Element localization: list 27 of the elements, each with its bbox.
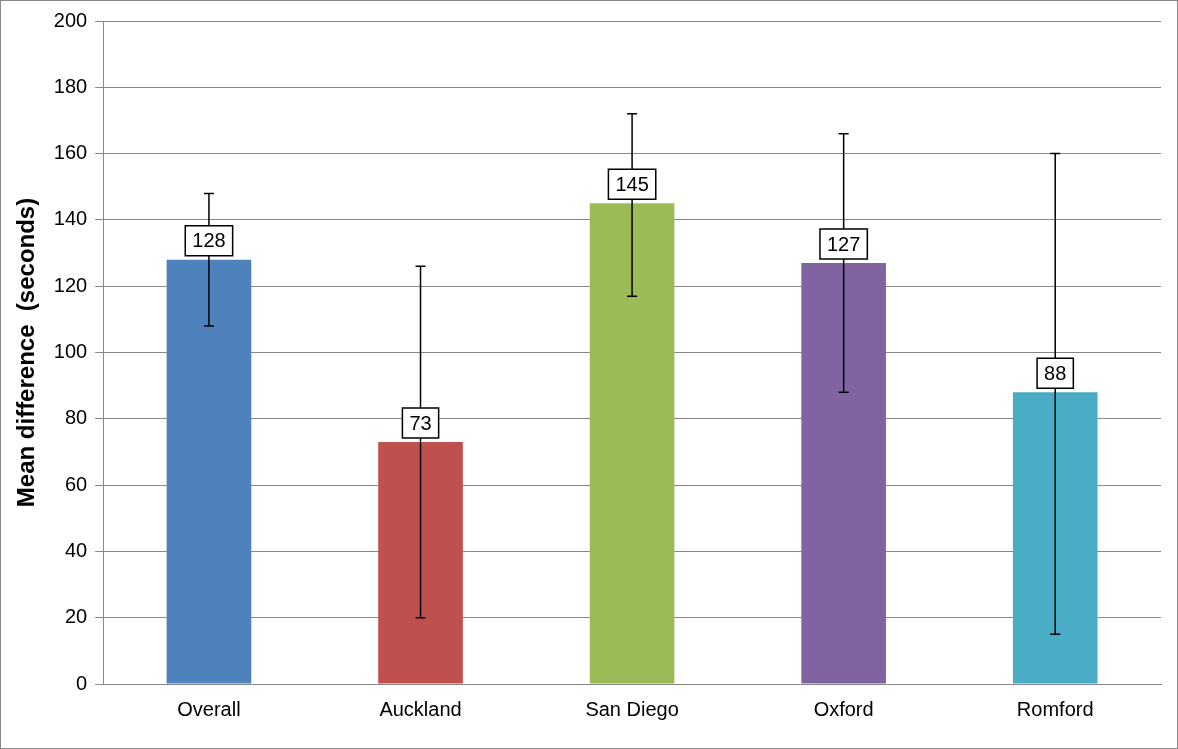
data-label: 88 <box>1044 361 1067 384</box>
bar <box>166 259 252 684</box>
y-tick-label: 40 <box>64 538 88 561</box>
y-tick-label: 180 <box>53 74 88 97</box>
x-tick-label: Oxford <box>813 697 874 720</box>
bar <box>378 442 463 684</box>
y-tick-label: 140 <box>53 207 88 230</box>
y-tick-label: 100 <box>53 340 88 363</box>
bar <box>1012 392 1098 684</box>
y-tick-label: 120 <box>53 273 88 296</box>
bar <box>589 203 675 684</box>
data-label: 73 <box>409 411 432 434</box>
x-tick-label: San Diego <box>585 697 679 720</box>
y-tick-label: 0 <box>76 671 88 694</box>
x-tick-label: Overall <box>177 697 241 720</box>
y-tick-label: 60 <box>64 472 88 495</box>
y-tick-label: 200 <box>53 8 88 31</box>
y-axis-title: Mean difference (seconds) <box>12 197 40 508</box>
data-label: 128 <box>192 229 226 252</box>
y-tick-label: 20 <box>64 605 88 628</box>
y-tick-label: 160 <box>53 141 88 164</box>
data-label: 127 <box>826 232 861 255</box>
x-tick-label: Romford <box>1016 697 1094 720</box>
data-label: 145 <box>615 172 649 195</box>
y-tick-label: 80 <box>64 406 88 429</box>
bar <box>801 263 886 684</box>
x-tick-label: Auckland <box>379 697 462 720</box>
